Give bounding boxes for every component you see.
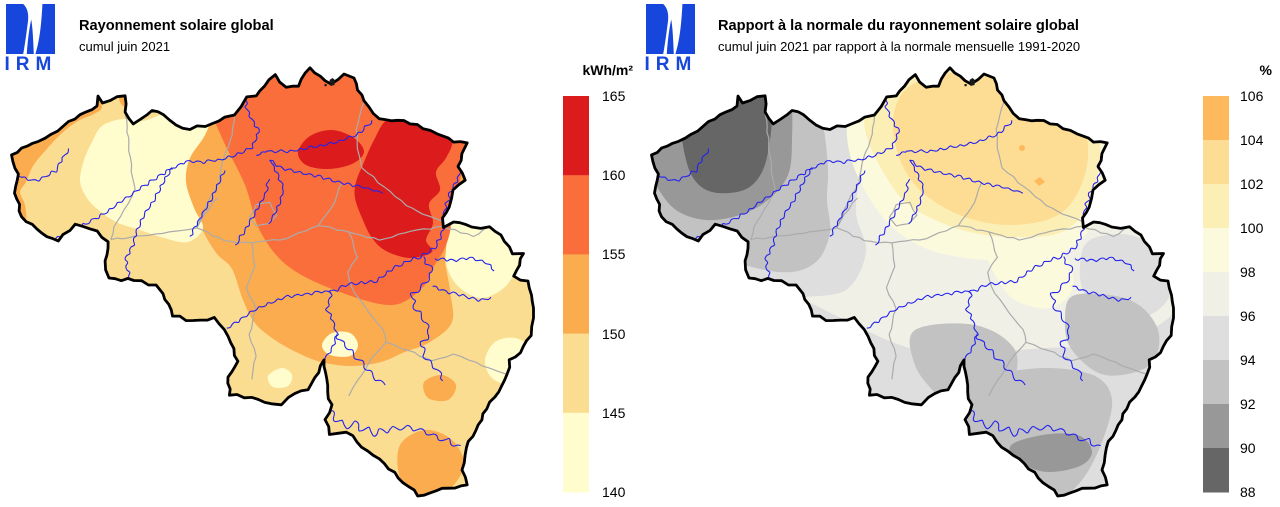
svg-text:cumul juin 2021 par rapport à: cumul juin 2021 par rapport à la normale… [718,39,1080,54]
svg-text:Rayonnement solaire global: Rayonnement solaire global [79,18,274,34]
svg-text:%: % [1260,62,1273,78]
svg-text:104: 104 [1240,132,1264,148]
svg-text:98: 98 [1240,264,1256,280]
svg-text:Rapport à la normale du rayonn: Rapport à la normale du rayonnement sola… [718,18,1079,34]
svg-text:cumul juin 2021: cumul juin 2021 [79,39,170,54]
svg-text:88: 88 [1240,484,1256,500]
svg-text:160: 160 [602,167,626,183]
svg-text:165: 165 [602,88,626,104]
svg-text:150: 150 [602,326,626,342]
svg-text:IRM: IRM [4,54,57,75]
svg-text:94: 94 [1240,352,1256,368]
svg-text:IRM: IRM [644,54,697,75]
svg-text:100: 100 [1240,220,1264,236]
svg-text:140: 140 [602,484,626,500]
svg-text:90: 90 [1240,440,1256,456]
svg-text:kWh/m²: kWh/m² [582,62,633,78]
svg-text:92: 92 [1240,396,1256,412]
svg-text:106: 106 [1240,88,1264,104]
svg-text:102: 102 [1240,176,1264,192]
svg-text:155: 155 [602,246,626,262]
svg-text:96: 96 [1240,308,1256,324]
svg-text:145: 145 [602,405,626,421]
